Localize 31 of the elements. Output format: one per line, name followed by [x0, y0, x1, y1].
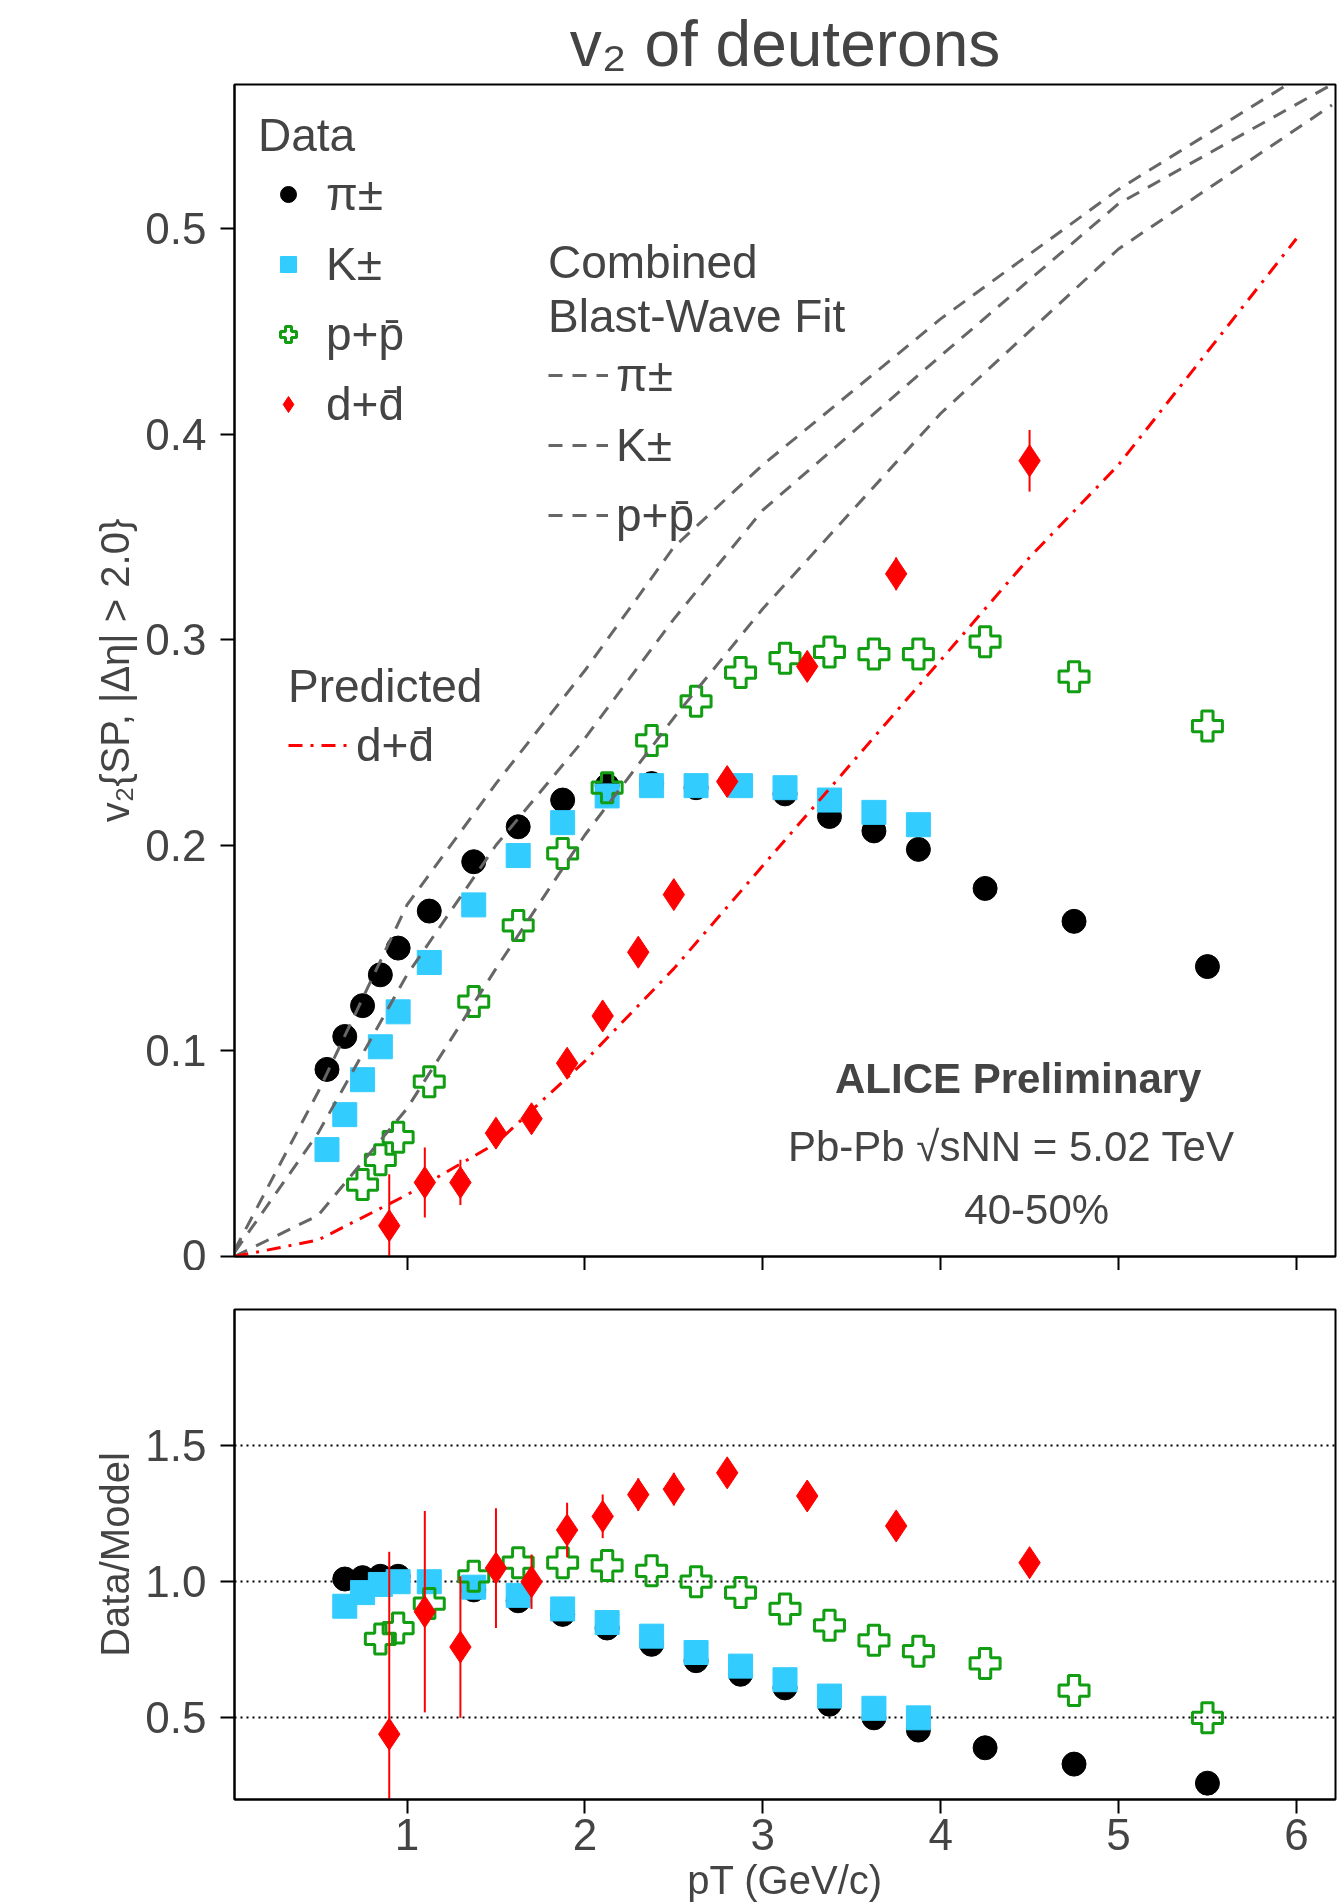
x-tick-label: 2	[572, 1809, 598, 1859]
annotation: ALICE Preliminary	[835, 1054, 1203, 1102]
legend-label: p+p̄	[326, 307, 405, 361]
y-tick-label: 0.4	[145, 409, 207, 459]
y-axis-title: v₂{SP, |Δη| > 2.0}	[93, 518, 138, 823]
x-tick-label: 5	[1106, 1809, 1131, 1859]
x-tick-label: 6	[1284, 1809, 1309, 1859]
y-tick-label: 0.1	[145, 1026, 207, 1076]
annotation: Pb-Pb √sNN = 5.02 TeV	[787, 1122, 1234, 1170]
x-tick-label: 3	[750, 1809, 776, 1859]
x-tick-label: 1	[394, 1809, 420, 1859]
legend-label: K±	[616, 418, 672, 472]
x-tick-label: 4	[928, 1809, 953, 1859]
y-tick-label: 1.5	[145, 1421, 207, 1471]
legend-label: K±	[326, 237, 382, 291]
y-tick-label: 0.3	[145, 615, 207, 665]
x-axis-title: pT (GeV/c)	[687, 1857, 883, 1902]
legend-label: d+d̄	[326, 377, 405, 431]
y-axis-title: Data/Model	[93, 1452, 138, 1657]
legend-label: p+p̄	[616, 488, 695, 542]
legend-label: π±	[326, 167, 383, 221]
y-tick-label: 0.2	[145, 820, 207, 870]
legend-label: d+d̄	[356, 718, 435, 772]
annotation: Predicted	[288, 659, 483, 713]
y-tick-label: 0.5	[145, 203, 207, 253]
y-tick-label: 1.0	[145, 1557, 207, 1607]
annotation: 40-50%	[964, 1186, 1110, 1234]
chart-title: v₂ of deuterons	[569, 7, 1001, 80]
y-tick-label: 0.5	[145, 1693, 207, 1743]
legend-title: Data	[258, 108, 357, 162]
legend-label: π±	[616, 348, 673, 402]
